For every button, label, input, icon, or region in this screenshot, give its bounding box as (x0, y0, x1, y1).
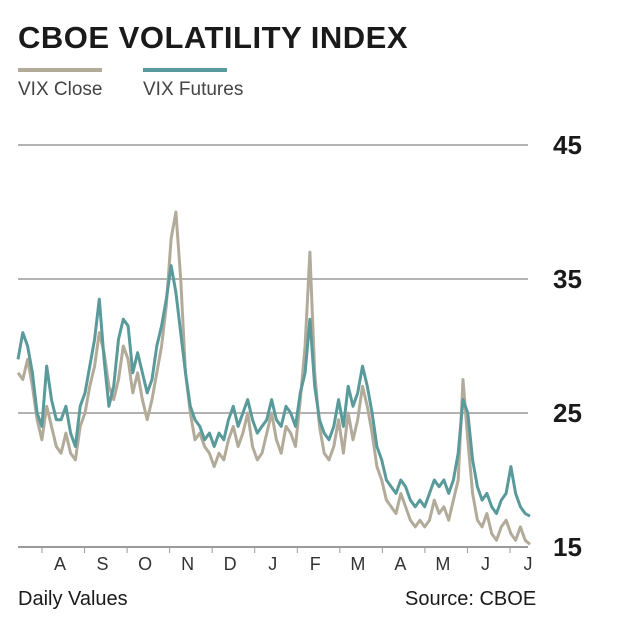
legend-item-vix-close: VIX Close (18, 68, 102, 101)
series-line-vix-futures (16, 264, 531, 518)
y-tick-label: 25 (553, 398, 582, 428)
legend-label-vix-close: VIX Close (18, 79, 103, 100)
x-tick-label: S (97, 554, 109, 574)
x-tick-label: A (54, 554, 66, 574)
x-tick-label: J (481, 554, 490, 574)
x-tick-label: D (224, 554, 237, 574)
legend-swatch-vix-futures (143, 68, 227, 72)
x-tick-label: F (310, 554, 321, 574)
label-layer: 15 25 35 45 A S O N D J F M A M J J (54, 130, 582, 574)
legend-swatch-vix-close (18, 68, 102, 72)
chart-legend: VIX Close VIX Futures (18, 68, 418, 108)
footer-daily-values: Daily Values (18, 588, 128, 610)
x-tick-label: N (181, 554, 194, 574)
legend-label-vix-futures: VIX Futures (143, 79, 244, 100)
x-tick-label: J (524, 554, 533, 574)
grid-layer (18, 144, 528, 553)
series-layer (16, 210, 531, 546)
x-tick-label: A (394, 554, 406, 574)
x-tick-label: M (350, 554, 365, 574)
y-tick-label: 15 (553, 532, 582, 562)
chart-title: CBOE VOLATILITY INDEX (18, 20, 408, 55)
legend-item-vix-futures: VIX Futures (143, 68, 243, 101)
x-tick-label: M (435, 554, 450, 574)
series-line-vix-close (16, 210, 531, 546)
x-tick-label: O (138, 554, 152, 574)
x-tick-label: J (268, 554, 277, 574)
y-tick-label: 45 (553, 130, 582, 160)
y-tick-label: 35 (553, 264, 582, 294)
footer-source: Source: CBOE (405, 588, 537, 610)
